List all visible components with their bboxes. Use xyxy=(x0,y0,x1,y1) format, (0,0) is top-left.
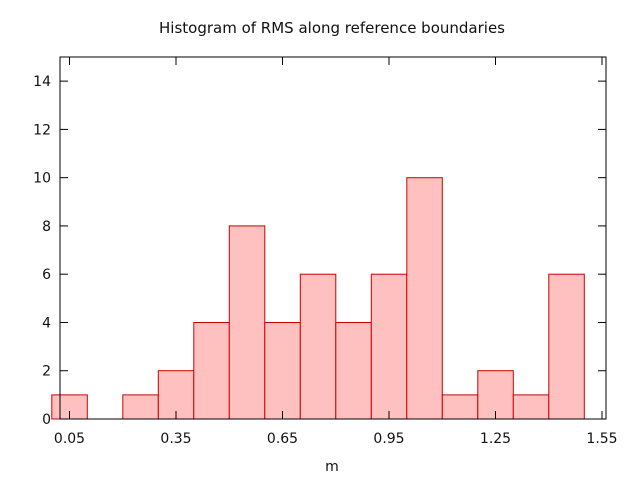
y-tick-label: 4 xyxy=(42,315,51,331)
histogram-bar xyxy=(193,322,230,420)
histogram-bar xyxy=(264,322,301,420)
bars-group xyxy=(51,177,585,420)
x-tick-label: 0.35 xyxy=(160,431,191,447)
x-tick-label: 0.95 xyxy=(373,431,404,447)
histogram-bar xyxy=(335,322,372,420)
y-tick-label: 14 xyxy=(33,74,51,90)
x-tick-label: 1.55 xyxy=(586,431,617,447)
histogram-bar xyxy=(548,273,585,420)
y-tick-label: 10 xyxy=(33,171,51,187)
y-tick-label: 8 xyxy=(42,219,51,235)
x-tick-label: 0.65 xyxy=(267,431,298,447)
histogram-bar xyxy=(299,273,337,420)
histogram-bar xyxy=(406,177,443,420)
x-axis-label: m xyxy=(325,459,339,475)
y-tick-label: 0 xyxy=(42,412,51,428)
histogram-bar xyxy=(512,394,550,420)
y-tick-label: 12 xyxy=(33,122,51,138)
y-axis: 0 2 4 6 8 10 12 14 xyxy=(33,74,606,428)
histogram-bar xyxy=(157,370,195,420)
chart-title: Histogram of RMS along reference boundar… xyxy=(159,19,505,37)
y-tick-label: 6 xyxy=(42,267,51,283)
histogram-bar xyxy=(370,273,408,420)
x-tick-label: 1.25 xyxy=(480,431,511,447)
histogram-bar xyxy=(122,394,159,420)
plot-frame xyxy=(59,56,607,420)
y-tick-label: 2 xyxy=(42,364,51,380)
histogram-bar xyxy=(441,394,479,420)
x-axis: 0.050.350.650.951.251.551.852.152.452.75… xyxy=(54,57,618,447)
histogram-bar xyxy=(228,225,266,420)
x-tick-label: 0.05 xyxy=(54,431,85,447)
